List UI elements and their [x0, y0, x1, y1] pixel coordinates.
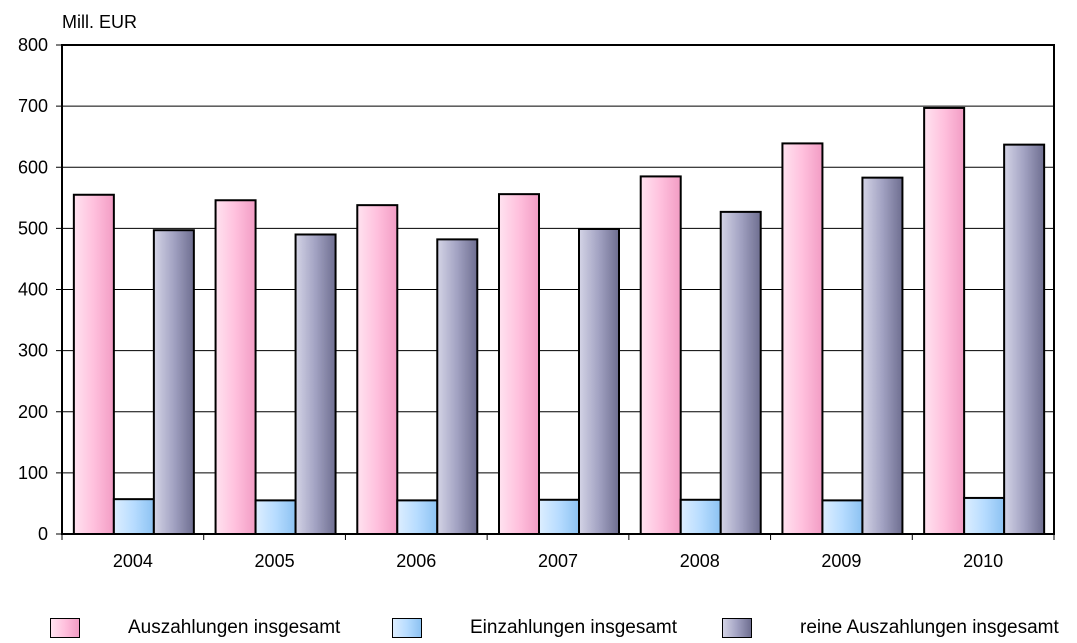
- y-tick-label: 400: [18, 280, 48, 300]
- x-axis: 2004 2005 2006 2007 2008 2009 2010: [61, 534, 1055, 571]
- bar-chart: Mill. EUR 0 100 200 300 400 500 600 700 800 2004…: [18, 12, 1055, 571]
- plot-frame: [61, 44, 1055, 535]
- bar-einzahlungen-2008: [679, 498, 722, 535]
- y-axis: 0 100 200 300 400 500 600 700 800: [18, 35, 62, 544]
- x-tick-label: 2009: [821, 551, 861, 571]
- x-tick-label: 2008: [680, 551, 720, 571]
- bar-reine-auszahlungen-2009: [861, 176, 904, 536]
- bar-auszahlungen-2006: [356, 204, 399, 536]
- bar-auszahlungen-2010: [923, 106, 966, 536]
- legend: Auszahlungen insgesamt Einzahlungen insg…: [0, 617, 1077, 641]
- x-tick-label: 2007: [538, 551, 578, 571]
- y-tick-label: 700: [18, 96, 48, 116]
- legend-label-reine-auszahlungen: reine Auszahlungen insgesamt: [800, 617, 1059, 638]
- y-tick-label: 0: [38, 524, 48, 544]
- bar-auszahlungen-2005: [214, 199, 257, 535]
- bar-auszahlungen-2008: [639, 175, 682, 535]
- gridlines: [62, 105, 1054, 474]
- bar-reine-auszahlungen-2005: [294, 233, 337, 536]
- legend-item-auszahlungen: Auszahlungen insgesamt: [50, 617, 340, 639]
- x-tick-label: 2006: [396, 551, 436, 571]
- bar-einzahlungen-2010: [963, 496, 1006, 535]
- y-tick-label: 800: [18, 35, 48, 55]
- legend-swatch-einzahlungen: [392, 618, 422, 638]
- bar-reine-auszahlungen-2004: [152, 229, 195, 536]
- y-axis-label: Mill. EUR: [62, 12, 137, 32]
- legend-item-reine-auszahlungen: reine Auszahlungen insgesamt: [722, 617, 1059, 639]
- y-tick-label: 500: [18, 218, 48, 238]
- y-tick-label: 600: [18, 157, 48, 177]
- x-tick-label: 2010: [963, 551, 1003, 571]
- bar-reine-auszahlungen-2007: [578, 227, 620, 536]
- bar-einzahlungen-2009: [821, 499, 864, 536]
- legend-label-auszahlungen: Auszahlungen insgesamt: [128, 617, 341, 638]
- y-tick-label: 300: [18, 341, 48, 361]
- bar-auszahlungen-2004: [72, 193, 115, 535]
- bar-einzahlungen-2005: [254, 499, 297, 536]
- bar-auszahlungen-2007: [498, 193, 540, 536]
- legend-swatch-auszahlungen: [50, 618, 80, 638]
- bar-reine-auszahlungen-2010: [1003, 143, 1046, 535]
- bar-reine-auszahlungen-2006: [436, 238, 479, 535]
- bar-einzahlungen-2007: [538, 498, 580, 535]
- bar-einzahlungen-2006: [396, 499, 439, 536]
- legend-swatch-reine-auszahlungen: [722, 618, 752, 638]
- x-tick-label: 2004: [113, 551, 153, 571]
- legend-label-einzahlungen: Einzahlungen insgesamt: [470, 617, 678, 638]
- legend-item-einzahlungen: Einzahlungen insgesamt: [392, 617, 677, 639]
- bar-reine-auszahlungen-2008: [719, 210, 762, 535]
- y-tick-label: 100: [18, 463, 48, 483]
- bars: [72, 106, 1046, 536]
- bar-auszahlungen-2009: [781, 142, 824, 535]
- bar-einzahlungen-2004: [112, 498, 155, 536]
- y-tick-label: 200: [18, 402, 48, 422]
- x-tick-label: 2005: [255, 551, 295, 571]
